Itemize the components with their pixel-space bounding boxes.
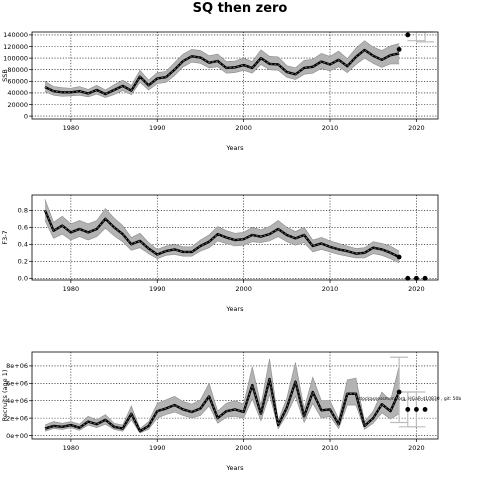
ssb-y-tick-label: 40000 <box>7 89 28 97</box>
ssb-y-axis-label: SSB <box>1 69 9 82</box>
recruit-estimate-line <box>44 377 401 433</box>
ssb-x-tick-label: 1990 <box>149 124 166 132</box>
recruit-y-axis-label: Recruits (age 1) <box>1 370 9 422</box>
recruit-x-tick-label: 1990 <box>149 444 166 452</box>
f-forecast <box>396 254 428 281</box>
recruit-x-tick-label: 2010 <box>322 444 339 452</box>
recruit-y-tick-label: 8e+06 <box>6 362 28 370</box>
recruit-forecast-point <box>405 407 411 412</box>
ssb-y-tick-label: 120000 <box>3 43 28 51</box>
f-forecast-point <box>396 254 402 260</box>
recruit-plot-frame <box>31 351 439 440</box>
recruit-y-tick-label: 6e+06 <box>6 380 28 388</box>
chart-title: SQ then zero <box>193 1 288 16</box>
f-x-tick-label: 2020 <box>408 285 425 293</box>
recruit-y-tick-label: 0e+00 <box>6 432 28 440</box>
f-y-tick-label: 0.6 <box>18 224 28 232</box>
f-ticks: 1980 1990 2000 2010 2020 0.0 0.2 0.4 0.6 0.8 <box>18 207 425 293</box>
f-x-tick-label: 1990 <box>149 285 166 293</box>
f-series <box>43 209 400 259</box>
ssb-y-tick-label: 20000 <box>7 101 28 109</box>
f-x-tick-label: 2010 <box>322 285 339 293</box>
recruit-ticks: 1980 1990 2000 2010 2020 0e+00 2e+06 4e+06 6e+06… <box>6 362 425 452</box>
ssb-y-tick-label: 80000 <box>7 66 28 74</box>
recruit-band-upper-edge <box>44 358 400 430</box>
ssb-confidence-band <box>44 40 400 98</box>
ssb-band-upper-edge <box>44 40 400 91</box>
ssb-y-tick-label: 140000 <box>3 31 28 39</box>
recruit-x-tick-label: 2020 <box>408 444 425 452</box>
ssb-plot-frame <box>31 31 439 120</box>
ssb-series <box>44 48 400 96</box>
f-x-tick-label: 1980 <box>63 285 80 293</box>
ssb-gridlines <box>32 32 438 119</box>
ssb-y-tick-label: 0 <box>24 112 28 120</box>
ssb-x-axis-label: Years <box>225 144 244 152</box>
fishing-mortality-panel: 1980 1990 2000 2010 2020 0.0 0.2 0.4 0.6 0.8 Year… <box>1 194 439 313</box>
f-y-tick-label: 0.4 <box>18 241 28 249</box>
ssb-panel: 1980 1990 2000 2010 2020 0 20000 40000 60000 8000… <box>1 31 439 152</box>
recruit-x-tick-label: 1980 <box>63 444 80 452</box>
recruit-forecast <box>390 356 428 428</box>
ssb-forecast-point <box>396 47 402 52</box>
ssb-y-tick-label: 60000 <box>7 78 28 86</box>
ssb-x-tick-label: 2000 <box>235 124 252 132</box>
ssb-band-lower-edge <box>44 57 400 98</box>
ssb-forecast-point <box>405 32 411 38</box>
ssb-band-area <box>44 40 400 98</box>
recruit-forecast-point <box>414 407 419 412</box>
recruit-confidence-band <box>44 358 400 434</box>
ssb-estimate-line-dash <box>44 49 400 95</box>
recruit-series <box>44 377 401 433</box>
f-forecast-point <box>414 275 419 281</box>
recruit-forecast-point <box>396 389 402 395</box>
f-band-lower-edge <box>44 220 400 264</box>
f-estimate-line-dash <box>44 210 400 258</box>
ssb-x-tick-label: 1980 <box>63 124 80 132</box>
source-annotation: stockassessment.org, HGaR-d10830 , git: … <box>358 396 461 402</box>
f-x-axis-label: Years <box>225 305 244 313</box>
f-plot-frame <box>31 194 439 281</box>
recruit-x-tick-label: 2000 <box>235 444 252 452</box>
recruitment-panel: 1980 1990 2000 2010 2020 0e+00 2e+06 4e+06 6e+06… <box>1 351 461 472</box>
f-forecast-point <box>422 275 428 281</box>
f-band-area <box>44 199 400 263</box>
recruit-y-tick-label: 4e+06 <box>6 397 28 405</box>
ssb-x-tick-label: 2020 <box>408 124 425 132</box>
ssb-ticks: 1980 1990 2000 2010 2020 0 20000 40000 60000 8000… <box>3 31 425 132</box>
recruit-band-area <box>44 358 400 433</box>
recruit-y-tick-label: 2e+06 <box>6 414 28 422</box>
recruit-x-axis-label: Years <box>225 464 244 472</box>
f-y-tick-label: 0.2 <box>18 258 28 266</box>
f-x-tick-label: 2000 <box>235 285 252 293</box>
f-forecast-point <box>405 275 411 281</box>
f-y-axis-label: F3-7 <box>1 230 9 244</box>
ssb-x-tick-label: 2010 <box>322 124 339 132</box>
f-confidence-band <box>44 199 400 264</box>
ssb-y-tick-label: 100000 <box>3 54 28 62</box>
f-y-tick-label: 0.0 <box>18 275 28 283</box>
recruit-forecast-point <box>422 407 428 412</box>
recruit-band-lower-edge <box>44 393 400 434</box>
f-band-upper-edge <box>44 199 400 252</box>
f-y-tick-label: 0.8 <box>18 207 28 215</box>
